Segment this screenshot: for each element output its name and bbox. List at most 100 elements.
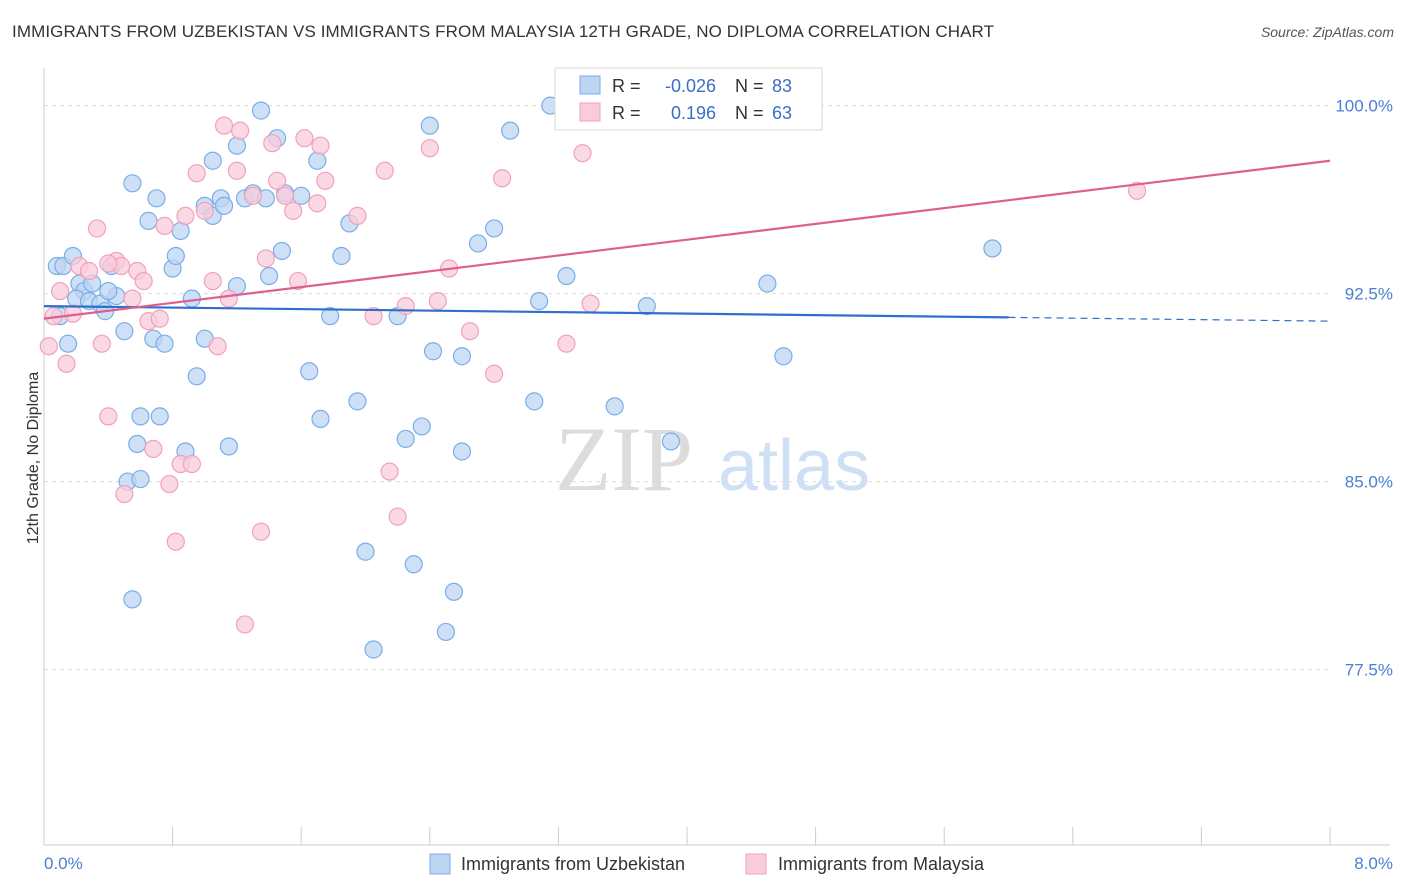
point-malaysia-53 xyxy=(428,292,447,311)
point-uzbekistan-80 xyxy=(99,281,118,301)
point-malaysia-9 xyxy=(99,407,118,426)
trend-line-uzbekistan xyxy=(43,305,1009,319)
point-malaysia-23 xyxy=(176,206,195,225)
point-uzbekistan-32 xyxy=(203,151,222,170)
point-uzbekistan-69 xyxy=(530,292,549,311)
point-malaysia-52 xyxy=(420,139,439,158)
point-malaysia-25 xyxy=(187,164,206,183)
point-uzbekistan-75 xyxy=(758,274,777,293)
point-malaysia-45 xyxy=(316,171,335,190)
point-malaysia-30 xyxy=(219,289,238,308)
point-uzbekistan-13 xyxy=(123,174,142,193)
point-malaysia-26 xyxy=(195,201,214,220)
point-uzbekistan-53 xyxy=(348,392,367,411)
y-tick-label-2: 85.0% xyxy=(1345,473,1393,492)
point-malaysia-43 xyxy=(308,194,327,213)
point-uzbekistan-27 xyxy=(182,289,201,308)
point-uzbekistan-18 xyxy=(131,407,150,426)
point-uzbekistan-74 xyxy=(661,432,681,451)
y-axis-label: 12th Grade, No Diploma xyxy=(25,372,42,545)
bottom-legend-swatch-malaysia xyxy=(745,853,767,875)
point-malaysia-8 xyxy=(92,334,111,353)
correlation-legend: R = -0.026 N = 83 R = 0.196 N = 63 xyxy=(554,67,823,131)
point-malaysia-38 xyxy=(267,171,287,190)
legend-swatch-malaysia xyxy=(579,102,601,122)
point-uzbekistan-65 xyxy=(468,234,488,253)
point-malaysia-58 xyxy=(557,334,576,353)
point-uzbekistan-61 xyxy=(423,342,443,361)
point-uzbekistan-51 xyxy=(332,246,351,266)
point-malaysia-49 xyxy=(380,462,399,481)
point-malaysia-59 xyxy=(573,144,592,163)
point-uzbekistan-77 xyxy=(983,239,1002,258)
point-malaysia-62 xyxy=(99,254,118,273)
point-uzbekistan-49 xyxy=(311,409,330,429)
point-uzbekistan-46 xyxy=(292,186,311,205)
point-malaysia-57 xyxy=(493,169,512,188)
point-malaysia-33 xyxy=(235,615,255,634)
point-uzbekistan-14 xyxy=(139,211,158,230)
chart-title: IMMIGRANTS FROM UZBEKISTAN VS IMMIGRANTS… xyxy=(12,22,995,41)
point-malaysia-51 xyxy=(396,297,415,316)
point-uzbekistan-40 xyxy=(251,101,271,120)
point-uzbekistan-72 xyxy=(605,397,624,416)
point-malaysia-31 xyxy=(227,161,246,180)
point-uzbekistan-58 xyxy=(404,555,423,574)
point-malaysia-56 xyxy=(485,364,504,383)
x-tick-labels: 0.0% 8.0% xyxy=(44,854,1393,873)
legend-r-label-2: R = xyxy=(612,103,641,123)
watermark-zip: ZIP xyxy=(555,408,693,510)
point-malaysia-17 xyxy=(144,439,163,459)
point-malaysia-12 xyxy=(115,484,134,504)
point-malaysia-39 xyxy=(276,186,295,205)
legend-n-value-1: 83 xyxy=(772,76,792,96)
point-uzbekistan-66 xyxy=(485,219,504,238)
point-malaysia-28 xyxy=(208,337,227,356)
series-legend: Immigrants from Uzbekistan Immigrants fr… xyxy=(429,853,985,875)
point-uzbekistan-48 xyxy=(308,151,327,170)
legend-n-label-1: N = xyxy=(735,76,764,96)
point-malaysia-0 xyxy=(39,337,58,356)
point-uzbekistan-81 xyxy=(123,590,142,609)
point-malaysia-50 xyxy=(388,507,407,526)
point-uzbekistan-67 xyxy=(501,121,520,140)
point-uzbekistan-79 xyxy=(59,334,78,353)
point-uzbekistan-17 xyxy=(150,407,169,426)
point-uzbekistan-62 xyxy=(436,622,455,642)
bottom-legend-label-malaysia: Immigrants from Malaysia xyxy=(778,854,985,874)
legend-n-label-2: N = xyxy=(735,103,764,123)
point-uzbekistan-73 xyxy=(637,297,656,316)
point-malaysia-3 xyxy=(57,354,76,373)
y-tick-label-0: 100.0% xyxy=(1335,97,1393,116)
watermark: ZIP atlas xyxy=(555,408,870,510)
point-malaysia-44 xyxy=(311,136,330,155)
point-uzbekistan-35 xyxy=(219,437,238,456)
point-uzbekistan-76 xyxy=(774,347,793,366)
point-malaysia-60 xyxy=(581,294,600,313)
point-uzbekistan-50 xyxy=(321,307,340,326)
point-uzbekistan-34 xyxy=(214,196,234,215)
point-malaysia-42 xyxy=(295,129,314,148)
point-uzbekistan-54 xyxy=(356,542,375,561)
point-malaysia-13 xyxy=(123,289,142,308)
point-malaysia-47 xyxy=(364,307,383,326)
y-tick-label-1: 92.5% xyxy=(1345,285,1393,304)
point-uzbekistan-71 xyxy=(557,266,576,286)
bottom-legend-label-uzbekistan: Immigrants from Uzbekistan xyxy=(461,854,685,874)
point-malaysia-7 xyxy=(87,219,107,238)
point-malaysia-27 xyxy=(203,271,222,291)
point-uzbekistan-36 xyxy=(227,136,246,155)
legend-swatch-uzbekistan xyxy=(579,75,601,95)
point-uzbekistan-82 xyxy=(452,442,472,461)
legend-r-value-2: 0.196 xyxy=(671,103,716,123)
axes xyxy=(43,68,1390,846)
point-malaysia-55 xyxy=(460,322,480,341)
x-tick-label-left: 0.0% xyxy=(44,854,83,873)
point-uzbekistan-63 xyxy=(444,582,464,601)
y-tick-label-3: 77.5% xyxy=(1345,661,1393,680)
point-uzbekistan-21 xyxy=(128,434,147,454)
point-malaysia-34 xyxy=(243,186,263,205)
bottom-legend-swatch-uzbekistan xyxy=(429,853,451,875)
trend-lines xyxy=(43,159,1331,322)
point-uzbekistan-15 xyxy=(147,189,166,208)
